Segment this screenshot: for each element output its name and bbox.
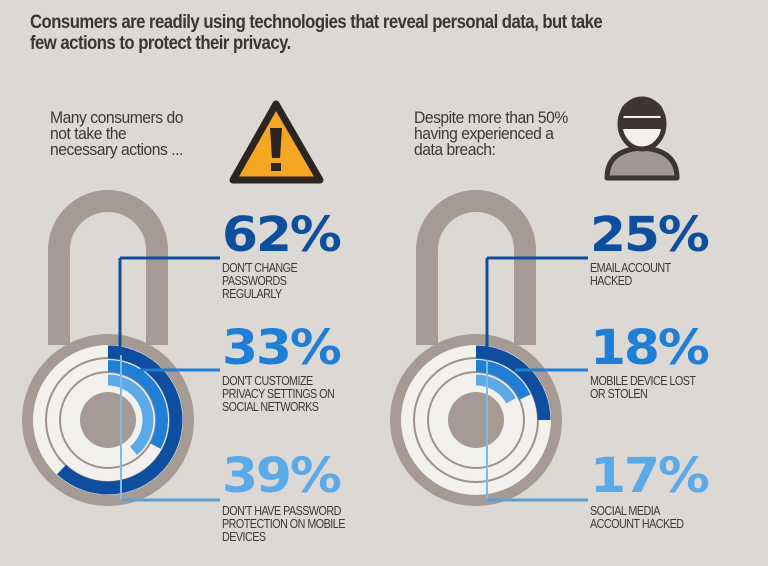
right-padlock — [390, 190, 588, 506]
page-headline: Consumers are readily using technologies… — [30, 12, 646, 54]
left-intro-line: not take the — [50, 124, 127, 143]
headline-line-1: Consumers are readily using technologies… — [30, 12, 603, 33]
padlock-center — [448, 392, 504, 448]
caption-line: PASSWORDS — [222, 274, 287, 288]
caption-line: EMAIL ACCOUNT — [590, 261, 671, 275]
stat-caption: SOCIAL MEDIA ACCOUNT HACKED — [590, 505, 684, 531]
stat-value-33: 33% — [222, 320, 342, 376]
padlock-center — [80, 392, 136, 448]
caption-line: REGULARLY — [222, 287, 282, 301]
caption-line: DON'T CHANGE — [222, 261, 298, 275]
radial-bar-25 — [475, 345, 551, 421]
headline-line-2: few actions to protect their privacy. — [30, 33, 291, 54]
left-intro-line: necessary actions ... — [50, 140, 183, 159]
padlock-shackle — [416, 190, 536, 345]
left-padlock — [22, 190, 220, 506]
stat-value-39: 39% — [222, 448, 342, 504]
caption-line: SOCIAL MEDIA — [590, 504, 660, 518]
stat-caption: EMAIL ACCOUNT HACKED — [590, 262, 671, 288]
stat-value-17: 17% — [590, 448, 710, 504]
radial-bar-33 — [107, 360, 168, 449]
caption-line: HACKED — [590, 274, 632, 288]
left-intro-text: Many consumers do not take the necessary… — [50, 108, 184, 159]
radial-bar-17 — [475, 374, 516, 404]
padlock-shackle — [48, 190, 168, 345]
caption-line: DEVICES — [222, 530, 266, 544]
caption-line: PROTECTION ON MOBILE — [222, 517, 345, 531]
right-intro-line: Despite more than 50% — [414, 108, 568, 127]
caption-line: MOBILE DEVICE LOST — [590, 374, 696, 388]
warning-triangle-icon — [229, 100, 324, 184]
stat-caption: DON'T HAVE PASSWORD PROTECTION ON MOBILE… — [222, 505, 345, 544]
stat-value-62: 62% — [222, 207, 342, 263]
stat-caption: MOBILE DEVICE LOST OR STOLEN — [590, 374, 696, 401]
stat-caption: DON'T CUSTOMIZE PRIVACY SETTINGS ON SOCI… — [222, 374, 335, 414]
stat-value-25: 25% — [590, 207, 710, 263]
caption-line: SOCIAL NETWORKS — [222, 400, 319, 414]
right-intro-line: having experienced a — [414, 124, 554, 143]
stat-value-18: 18% — [590, 320, 710, 376]
caption-line: DON'T HAVE PASSWORD — [222, 504, 341, 518]
hacker-person-icon — [604, 96, 680, 181]
caption-line: ACCOUNT HACKED — [590, 517, 684, 531]
radial-bar-62 — [57, 345, 183, 495]
radial-bar-18 — [475, 360, 531, 400]
right-intro-text: Despite more than 50% having experienced… — [414, 108, 568, 159]
right-intro-line: data breach: — [414, 140, 496, 159]
caption-line: OR STOLEN — [590, 387, 648, 401]
stat-caption: DON'T CHANGE PASSWORDS REGULARLY — [222, 261, 298, 301]
left-intro-line: Many consumers do — [50, 108, 184, 127]
caption-line: PRIVACY SETTINGS ON — [222, 387, 335, 401]
caption-line: DON'T CUSTOMIZE — [222, 374, 313, 388]
